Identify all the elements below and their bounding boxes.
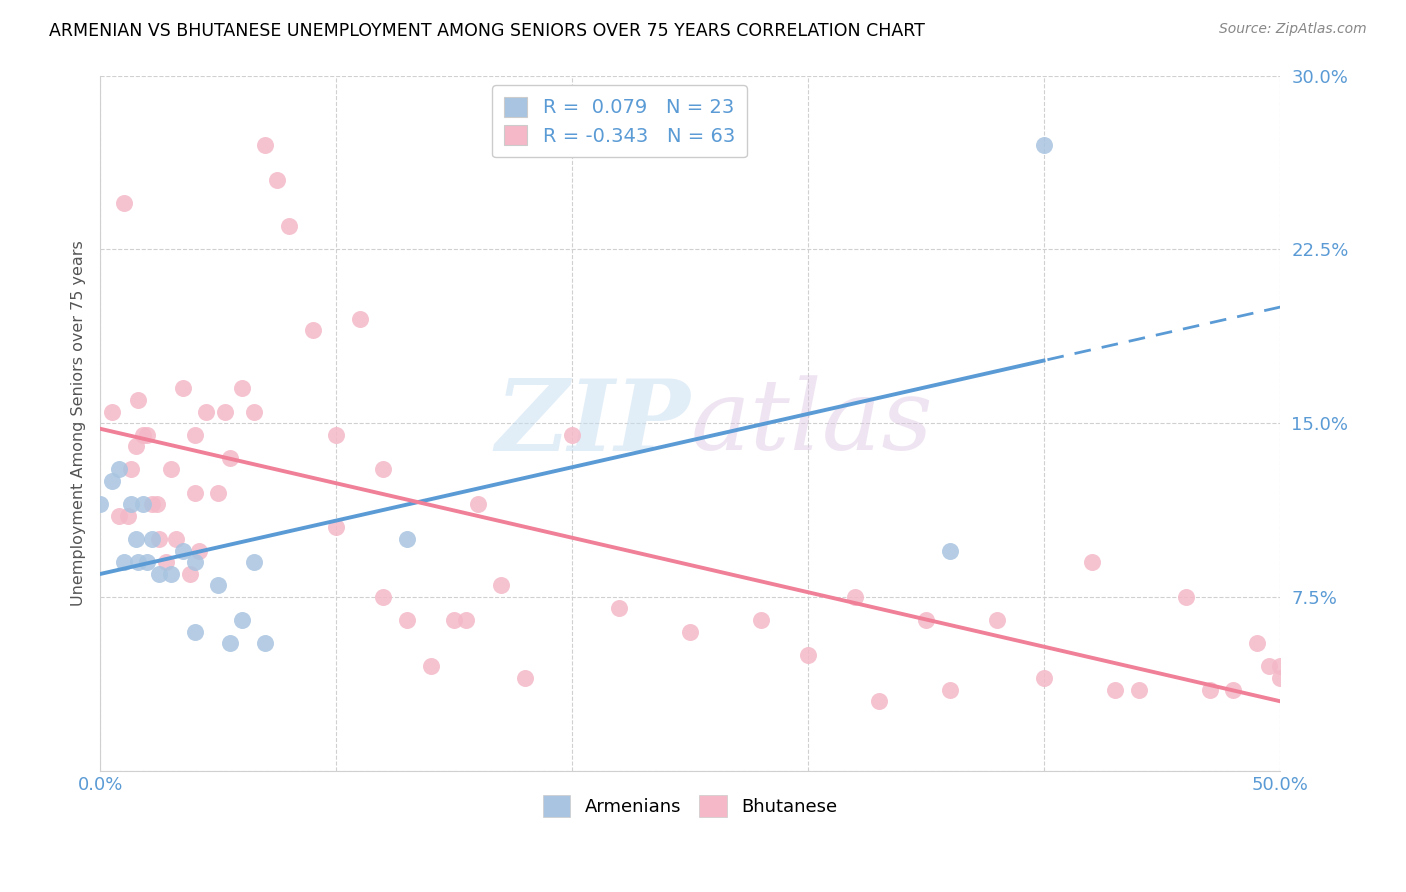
Point xyxy=(183,555,205,569)
Point xyxy=(101,474,124,488)
Point xyxy=(231,613,253,627)
Point xyxy=(108,508,131,523)
Point xyxy=(160,566,183,581)
Point xyxy=(844,590,866,604)
Point xyxy=(609,601,631,615)
Point xyxy=(183,485,205,500)
Point xyxy=(325,427,347,442)
Point xyxy=(179,566,201,581)
Point xyxy=(797,648,820,662)
Point xyxy=(1222,682,1244,697)
Point xyxy=(467,497,489,511)
Point xyxy=(112,196,135,211)
Point xyxy=(120,462,142,476)
Legend: Armenians, Bhutanese: Armenians, Bhutanese xyxy=(536,788,845,824)
Point xyxy=(219,450,242,465)
Point xyxy=(207,578,229,592)
Y-axis label: Unemployment Among Seniors over 75 years: Unemployment Among Seniors over 75 years xyxy=(72,240,86,606)
Point xyxy=(1270,671,1292,685)
Point xyxy=(266,173,288,187)
Text: ARMENIAN VS BHUTANESE UNEMPLOYMENT AMONG SENIORS OVER 75 YEARS CORRELATION CHART: ARMENIAN VS BHUTANESE UNEMPLOYMENT AMONG… xyxy=(49,22,925,40)
Point xyxy=(749,613,772,627)
Point xyxy=(939,543,962,558)
Point xyxy=(349,311,371,326)
Point xyxy=(419,659,441,673)
Point xyxy=(214,404,236,418)
Point xyxy=(1174,590,1197,604)
Point xyxy=(278,219,301,234)
Point xyxy=(231,381,253,395)
Point xyxy=(1257,659,1279,673)
Point xyxy=(127,555,149,569)
Point xyxy=(1033,671,1056,685)
Point xyxy=(131,427,153,442)
Point xyxy=(1104,682,1126,697)
Point xyxy=(1246,636,1268,650)
Point xyxy=(242,404,264,418)
Point xyxy=(117,508,139,523)
Point xyxy=(561,427,583,442)
Point xyxy=(1080,555,1102,569)
Point xyxy=(183,427,205,442)
Point xyxy=(172,543,194,558)
Point xyxy=(1033,138,1056,153)
Point xyxy=(183,624,205,639)
Point xyxy=(207,485,229,500)
Point xyxy=(146,497,169,511)
Point xyxy=(89,497,111,511)
Point xyxy=(131,497,153,511)
Point xyxy=(395,532,418,546)
Point xyxy=(443,613,465,627)
Point xyxy=(939,682,962,697)
Point xyxy=(141,532,163,546)
Point xyxy=(195,404,218,418)
Point xyxy=(160,462,183,476)
Point xyxy=(172,381,194,395)
Point xyxy=(513,671,536,685)
Point xyxy=(395,613,418,627)
Text: Source: ZipAtlas.com: Source: ZipAtlas.com xyxy=(1219,22,1367,37)
Point xyxy=(112,555,135,569)
Point xyxy=(124,439,146,453)
Point xyxy=(915,613,938,627)
Point xyxy=(242,555,264,569)
Point xyxy=(254,636,277,650)
Point xyxy=(148,566,170,581)
Point xyxy=(325,520,347,534)
Point xyxy=(141,497,163,511)
Point xyxy=(1198,682,1220,697)
Point xyxy=(1128,682,1150,697)
Point xyxy=(491,578,513,592)
Point xyxy=(679,624,702,639)
Point xyxy=(1270,659,1292,673)
Point xyxy=(136,427,159,442)
Point xyxy=(108,462,131,476)
Point xyxy=(136,555,159,569)
Point xyxy=(373,590,395,604)
Point xyxy=(219,636,242,650)
Point xyxy=(373,462,395,476)
Point xyxy=(986,613,1008,627)
Point xyxy=(188,543,211,558)
Point xyxy=(868,694,890,708)
Point xyxy=(254,138,277,153)
Point xyxy=(454,613,477,627)
Text: atlas: atlas xyxy=(690,376,934,471)
Point xyxy=(301,323,323,337)
Point xyxy=(148,532,170,546)
Point xyxy=(127,392,149,407)
Point xyxy=(165,532,187,546)
Point xyxy=(155,555,177,569)
Point xyxy=(101,404,124,418)
Point xyxy=(120,497,142,511)
Text: ZIP: ZIP xyxy=(495,375,690,471)
Point xyxy=(124,532,146,546)
